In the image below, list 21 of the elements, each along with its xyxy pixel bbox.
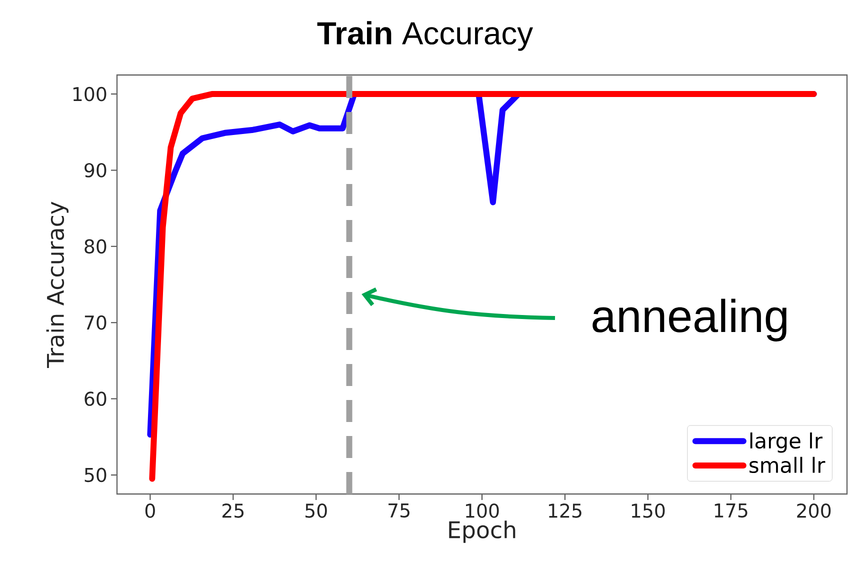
y-tick-label: 100 [73,86,106,102]
y-tick-label: 80 [84,239,106,254]
y-tick-label: 50 [84,468,106,482]
x-tick-label: 75 [388,504,410,518]
y-tick-label: 90 [84,163,106,178]
chart-title: Train Accuracy [317,21,533,51]
x-tick-label: 150 [632,504,665,518]
legend-label: small lr [750,456,826,474]
y-tick-label: 70 [84,315,106,330]
x-tick-label: 100 [466,504,499,518]
x-tick-label: 25 [222,504,244,518]
x-tick-label: 200 [797,504,831,518]
annotation: annealing [592,298,786,342]
x-tick-label: 125 [548,504,582,518]
legend-label: large lr [750,432,823,453]
y-axis-title: Train Accuracy [46,202,69,368]
x-tick-label: 175 [714,504,748,518]
x-tick-label: 0 [145,504,155,518]
x-axis-title: Epoch [449,520,516,543]
y-tick-label: 60 [84,392,106,406]
x-tick-label: 50 [306,504,327,518]
